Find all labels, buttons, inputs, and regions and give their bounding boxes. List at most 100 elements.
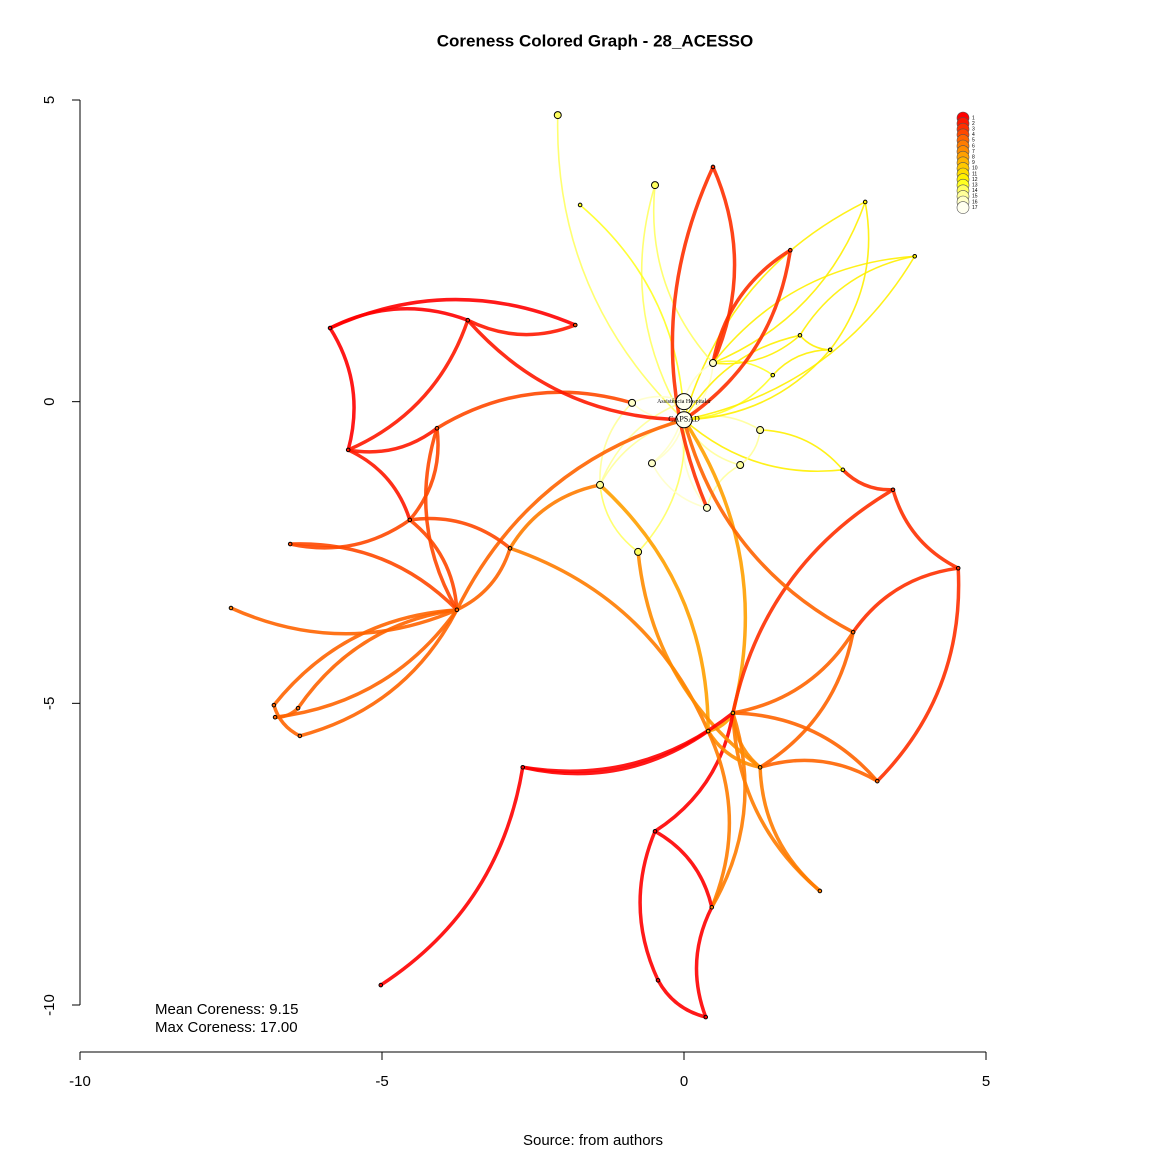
legend-label: 14 (972, 188, 978, 194)
edge (683, 201, 866, 420)
node (434, 425, 440, 431)
node (756, 426, 765, 435)
edge (876, 568, 961, 783)
edge (732, 711, 879, 783)
edge (455, 418, 685, 611)
legend-label: 4 (972, 132, 975, 138)
edge (651, 462, 708, 509)
legend-label: 6 (972, 143, 975, 149)
node (730, 710, 736, 716)
node (507, 545, 513, 551)
edge (670, 166, 715, 509)
node (797, 333, 803, 338)
node (874, 778, 880, 784)
edge (347, 426, 439, 454)
node (465, 317, 471, 323)
annotation: Max Coreness: 17.00 (155, 1019, 298, 1036)
edge (272, 704, 301, 738)
edge (758, 767, 822, 893)
nodes: CAPSAD Assistência Hospitalar (228, 111, 961, 1020)
edge (299, 609, 459, 738)
node (850, 629, 856, 635)
edge (759, 758, 879, 783)
node (577, 202, 583, 208)
node (709, 904, 715, 910)
edge (640, 184, 685, 421)
legend-label: 5 (972, 138, 975, 144)
edge (522, 711, 735, 773)
edge (654, 829, 714, 908)
legend-label: 11 (972, 171, 977, 177)
node (708, 359, 717, 368)
edge (274, 608, 459, 719)
x-tick-label: 0 (680, 1073, 688, 1090)
node (345, 447, 351, 453)
caption: Source: from authors (523, 1132, 663, 1149)
edge (851, 566, 959, 634)
edge (732, 631, 855, 715)
legend-label: 2 (972, 121, 975, 127)
edge (509, 546, 710, 732)
legend-label: 12 (972, 177, 978, 183)
x-tick-label: 5 (982, 1073, 990, 1090)
y-tick-label: 5 (41, 96, 58, 104)
edge (683, 249, 793, 422)
edge (579, 204, 685, 420)
edge (272, 608, 458, 707)
edge (599, 484, 639, 553)
y-tick-label: -10 (41, 994, 58, 1016)
legend-label: 7 (972, 149, 975, 155)
node (272, 714, 278, 720)
node (705, 728, 711, 734)
edge (289, 518, 411, 550)
legend-label: 15 (972, 194, 978, 200)
edge (656, 979, 707, 1019)
y-tick-label: 0 (41, 397, 58, 405)
edge (841, 468, 894, 492)
node (827, 347, 833, 353)
legend-label: 9 (972, 160, 975, 166)
legend-label: 1 (972, 115, 975, 121)
edge (711, 248, 792, 364)
node (736, 461, 745, 470)
edge (711, 166, 737, 364)
node (228, 605, 234, 611)
edge (654, 712, 735, 833)
edge (772, 348, 831, 376)
legend-label: 3 (972, 127, 975, 133)
legend-label: 16 (972, 199, 978, 205)
edge (598, 483, 710, 732)
node (788, 247, 793, 253)
legend-label: 8 (972, 155, 975, 161)
edge (710, 712, 747, 909)
node (572, 322, 578, 328)
edge (290, 542, 459, 612)
node (770, 372, 776, 378)
node (628, 398, 637, 407)
y-tick-label: -5 (41, 697, 58, 710)
edge (408, 427, 440, 522)
node (647, 459, 656, 468)
edge (712, 334, 801, 365)
node (655, 977, 661, 983)
edge (799, 255, 915, 336)
edge (456, 547, 512, 612)
node (652, 828, 658, 834)
edge (466, 319, 685, 422)
node (596, 480, 605, 489)
edge (556, 115, 685, 421)
node (520, 764, 526, 770)
node (634, 547, 643, 556)
legend-swatch (956, 201, 970, 214)
edge (712, 255, 915, 364)
edge (799, 334, 831, 351)
edge (638, 830, 660, 981)
node (862, 199, 868, 205)
edge (829, 201, 870, 351)
legend-label: 17 (972, 205, 978, 211)
node (378, 982, 384, 988)
edges (230, 115, 961, 1019)
node (651, 181, 660, 190)
node (295, 705, 301, 711)
node (454, 607, 460, 613)
